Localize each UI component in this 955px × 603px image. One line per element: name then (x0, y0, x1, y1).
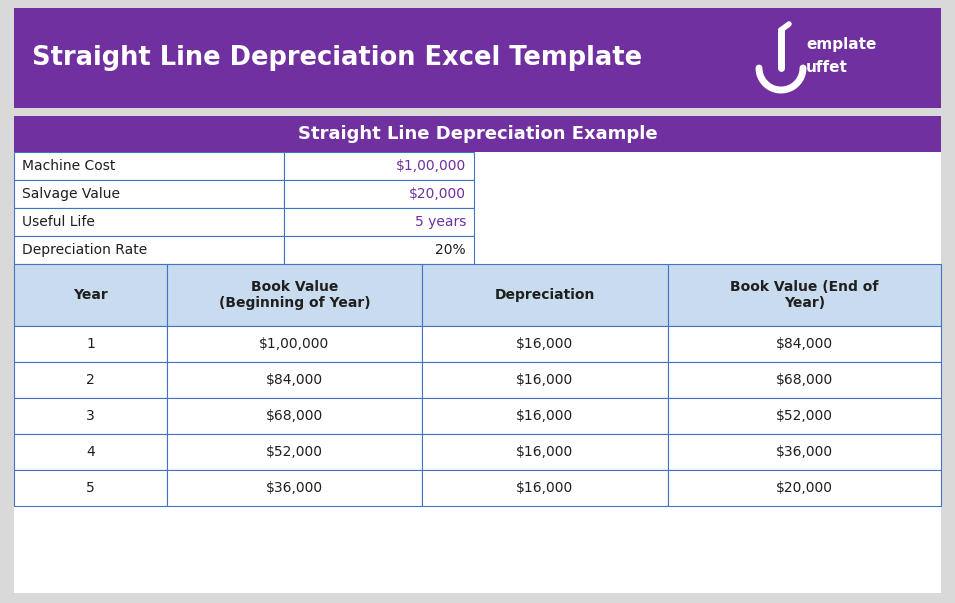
Bar (14, 470, 167, 506)
Text: $1,00,000: $1,00,000 (395, 159, 466, 173)
Bar (284, 208, 474, 236)
Text: $16,000: $16,000 (516, 445, 573, 459)
Text: Useful Life: Useful Life (22, 215, 95, 229)
Text: $1,00,000: $1,00,000 (260, 337, 329, 351)
Bar (167, 398, 422, 434)
Bar (14, 208, 284, 236)
Text: 2: 2 (86, 373, 95, 387)
Text: Machine Cost: Machine Cost (22, 159, 116, 173)
Text: $84,000: $84,000 (775, 337, 833, 351)
Bar (14, 152, 284, 180)
Text: $16,000: $16,000 (516, 409, 573, 423)
Text: $36,000: $36,000 (265, 481, 323, 495)
Text: Book Value (End of
Year): Book Value (End of Year) (730, 280, 879, 310)
Text: 20%: 20% (435, 243, 466, 257)
Bar (422, 362, 668, 398)
Bar (167, 434, 422, 470)
Text: $84,000: $84,000 (265, 373, 323, 387)
Text: $16,000: $16,000 (516, 481, 573, 495)
Bar (167, 470, 422, 506)
Bar (14, 180, 284, 208)
Text: $20,000: $20,000 (775, 481, 833, 495)
Bar (14, 362, 167, 398)
Text: 3: 3 (86, 409, 95, 423)
Bar (422, 434, 668, 470)
Bar (167, 326, 422, 362)
Text: Depreciation Rate: Depreciation Rate (22, 243, 147, 257)
Text: Depreciation: Depreciation (495, 288, 595, 302)
Bar (668, 326, 941, 362)
Bar (668, 470, 941, 506)
Text: Straight Line Depreciation Example: Straight Line Depreciation Example (298, 125, 657, 143)
Bar (284, 152, 474, 180)
Bar (422, 264, 668, 326)
Bar (422, 326, 668, 362)
Bar (14, 116, 941, 593)
Text: $68,000: $68,000 (775, 373, 833, 387)
Bar (668, 264, 941, 326)
Bar (422, 470, 668, 506)
Text: $16,000: $16,000 (516, 337, 573, 351)
Bar (284, 180, 474, 208)
Text: 5 years: 5 years (414, 215, 466, 229)
Text: emplate: emplate (806, 37, 877, 52)
Text: $20,000: $20,000 (409, 187, 466, 201)
Text: $16,000: $16,000 (516, 373, 573, 387)
Bar (668, 434, 941, 470)
Text: 5: 5 (86, 481, 95, 495)
Bar (668, 398, 941, 434)
Text: Year: Year (74, 288, 108, 302)
Bar (14, 116, 941, 152)
Bar (14, 264, 167, 326)
Text: $68,000: $68,000 (265, 409, 323, 423)
Bar (167, 264, 422, 326)
Bar (167, 362, 422, 398)
Text: Straight Line Depreciation Excel Template: Straight Line Depreciation Excel Templat… (32, 45, 642, 71)
Bar (668, 362, 941, 398)
Bar (14, 398, 167, 434)
Bar (14, 236, 284, 264)
Text: Book Value
(Beginning of Year): Book Value (Beginning of Year) (219, 280, 371, 310)
Bar (14, 434, 167, 470)
Text: $52,000: $52,000 (265, 445, 323, 459)
Text: 4: 4 (86, 445, 95, 459)
Text: Salvage Value: Salvage Value (22, 187, 120, 201)
Bar (14, 326, 167, 362)
Bar (422, 398, 668, 434)
Text: 1: 1 (86, 337, 95, 351)
Bar (284, 236, 474, 264)
Text: $36,000: $36,000 (775, 445, 833, 459)
Bar (14, 8, 941, 108)
Text: $52,000: $52,000 (775, 409, 833, 423)
Text: uffet: uffet (806, 60, 848, 75)
